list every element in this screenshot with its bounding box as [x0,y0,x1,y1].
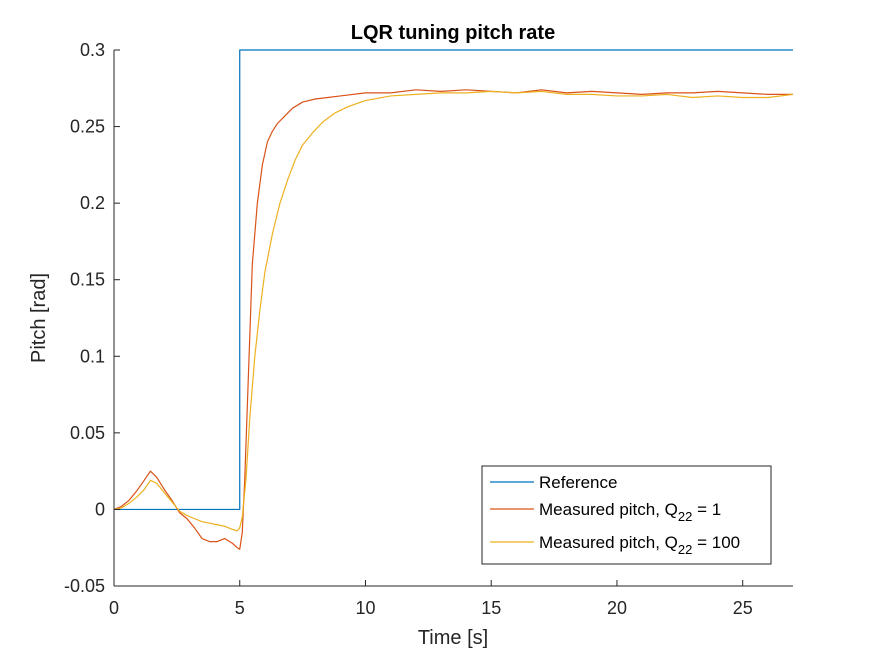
x-tick-label: 5 [235,598,245,618]
y-tick-label: 0.1 [80,346,105,366]
x-tick-label: 15 [481,598,501,618]
x-tick-label: 10 [355,598,375,618]
axes-layer [113,50,793,587]
y-tick-label: 0 [95,499,105,519]
series-layer [113,49,794,550]
y-tick-label: 0.3 [80,40,105,60]
y-tick-label: 0.15 [70,270,105,290]
x-axis-label: Time [s] [418,627,488,649]
y-ticks: -0.05 0 0.05 0.1 0.15 0.2 0.25 0.3 [64,40,120,596]
y-tick-label: 0.25 [70,117,105,137]
legend-label-q22-100: Measured pitch, Q22 = 100 [539,533,740,557]
y-tick-label: 0.05 [70,423,105,443]
legend-label-q22-1: Measured pitch, Q22 = 1 [539,500,721,524]
legend-label-reference: Reference [539,473,617,492]
x-ticks: 0 5 10 15 20 25 [109,580,753,618]
series-measured-pitch-q22-100-line [113,90,794,532]
x-tick-label: 25 [733,598,753,618]
x-tick-label: 20 [607,598,627,618]
y-tick-label: 0.2 [80,193,105,213]
x-tick-label: 0 [109,598,119,618]
y-axis-label: Pitch [rad] [28,273,50,363]
y-tick-label: -0.05 [64,576,105,596]
chart-title: LQR tuning pitch rate [351,22,555,44]
legend: Reference Measured pitch, Q22 = 1 Measur… [481,465,772,565]
